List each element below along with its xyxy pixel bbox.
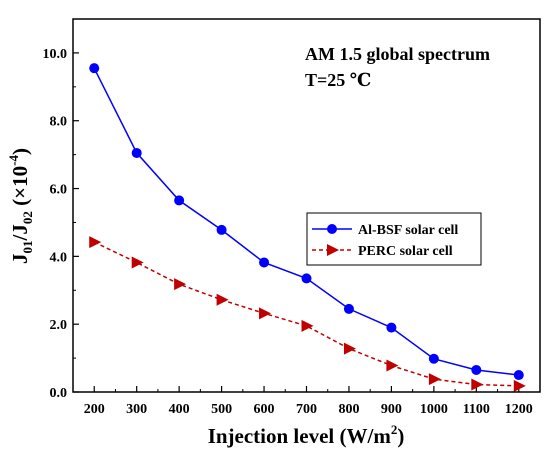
x-tick-label: 600: [254, 402, 275, 417]
data-point-al-bsf-solar-cell: [513, 370, 524, 381]
legend-label-al-bsf: Al-BSF solar cell: [358, 223, 458, 238]
plot-frame: [72, 18, 541, 393]
y-tick-label: 10.0: [43, 47, 68, 62]
x-tick-label: 300: [126, 402, 147, 417]
y-tick-label: 8.0: [50, 115, 68, 130]
x-tick-label: 400: [169, 402, 190, 417]
data-point-perc-solar-cell: [131, 256, 144, 269]
tick-layer: 200 300 400 500 600 700 800 900 1000 1100 1200 0.0 2…: [43, 18, 533, 417]
x-tick-label: 900: [381, 402, 402, 417]
x-tick-label: 1200: [505, 402, 533, 417]
data-point-al-bsf-solar-cell: [301, 273, 312, 284]
annotation-spectrum: AM 1.5 global spectrum: [305, 44, 490, 64]
x-axis-label: Injection level (W/m2): [208, 422, 405, 448]
data-point-perc-solar-cell: [343, 342, 356, 355]
data-point-perc-solar-cell: [174, 278, 187, 291]
y-tick-label: 2.0: [50, 318, 68, 333]
series-layer: [89, 63, 526, 392]
data-point-perc-solar-cell: [428, 373, 441, 386]
y-tick-label: 0.0: [50, 386, 68, 401]
legend-marker-al-bsf: [327, 224, 337, 234]
y-tick-label: 4.0: [50, 250, 68, 265]
data-point-al-bsf-solar-cell: [386, 322, 397, 333]
data-point-perc-solar-cell: [89, 236, 102, 249]
y-tick-label: 6.0: [50, 183, 68, 198]
y-axis-label: J01/J02 (×10-4): [6, 148, 35, 264]
data-point-al-bsf-solar-cell: [428, 353, 439, 364]
data-point-al-bsf-solar-cell: [259, 257, 270, 268]
data-point-perc-solar-cell: [216, 293, 229, 306]
x-tick-label: 1000: [420, 402, 448, 417]
x-tick-label: 700: [296, 402, 317, 417]
series-line-perc-solar-cell: [93, 241, 519, 387]
data-point-perc-solar-cell: [301, 319, 314, 332]
data-point-al-bsf-solar-cell: [174, 195, 185, 206]
data-point-al-bsf-solar-cell: [89, 63, 100, 74]
data-point-al-bsf-solar-cell: [216, 224, 227, 235]
x-tick-label: 200: [84, 402, 105, 417]
data-point-al-bsf-solar-cell: [343, 303, 354, 314]
legend: Al-BSF solar cell PERC solar cell: [306, 212, 482, 266]
legend-label-perc: PERC solar cell: [358, 244, 453, 259]
data-point-al-bsf-solar-cell: [471, 364, 482, 375]
data-point-perc-solar-cell: [386, 359, 399, 372]
legend-marker-perc: [327, 244, 339, 256]
x-tick-label: 500: [211, 402, 232, 417]
x-tick-label: 1100: [463, 402, 490, 417]
data-point-perc-solar-cell: [471, 378, 484, 391]
legend-box: [306, 212, 482, 266]
data-point-perc-solar-cell: [259, 307, 272, 320]
data-point-al-bsf-solar-cell: [131, 147, 142, 158]
data-point-perc-solar-cell: [513, 379, 526, 392]
annotation-temperature: T=25 ℃: [305, 70, 371, 90]
x-tick-label: 800: [338, 402, 359, 417]
